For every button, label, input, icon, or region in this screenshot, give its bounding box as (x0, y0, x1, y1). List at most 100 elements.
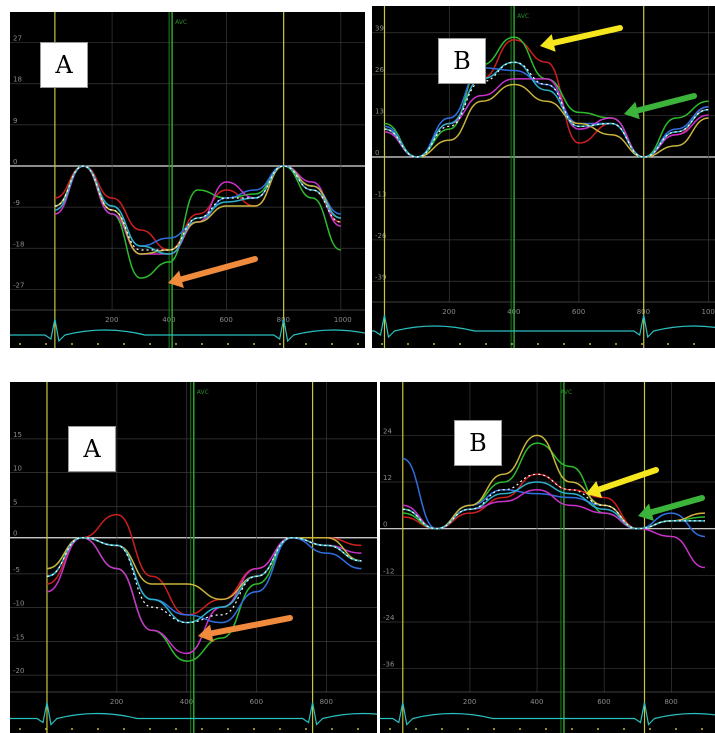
ecg-tick (149, 728, 151, 730)
y-tick-label: -39 (375, 273, 386, 281)
x-tick-label: 200 (442, 308, 455, 316)
series-line-5 (54, 165, 341, 255)
avc-label: AVC (197, 389, 209, 396)
panel-label-bottom-left: A (68, 426, 116, 472)
annotation-arrow-head (638, 503, 654, 521)
y-tick-label: -5 (13, 566, 20, 574)
y-tick-label: -18 (13, 240, 24, 248)
ecg-tick (459, 343, 461, 345)
ecg-tick (485, 343, 487, 345)
ecg-tick (597, 728, 599, 730)
ecg-tick (279, 728, 281, 730)
ecg-tick (615, 343, 617, 345)
y-tick-label: 0 (383, 521, 387, 529)
series-line-4 (46, 536, 362, 601)
ecg-tick (253, 343, 255, 345)
y-tick-label: 12 (383, 474, 392, 482)
ecg-tick (71, 728, 73, 730)
ecg-tick (71, 343, 73, 345)
ecg-tick (227, 728, 229, 730)
ecg-tick (571, 728, 573, 730)
panel-label-top-left: A (40, 42, 88, 88)
x-tick-label: 200 (110, 698, 123, 706)
annotation-arrow-shaft (634, 93, 697, 114)
ecg-tick (175, 343, 177, 345)
ecg-tick (97, 343, 99, 345)
y-tick-label: -9 (13, 199, 20, 207)
panel-label-top-right: B (438, 38, 486, 84)
y-tick-label: -24 (383, 614, 395, 622)
series-line-6 (46, 537, 362, 624)
x-tick-label: 800 (320, 698, 333, 706)
x-tick-label: 200 (105, 316, 118, 324)
ecg-tick (511, 343, 513, 345)
annotation-arrow-shaft (178, 256, 258, 283)
ecg-tick (433, 343, 435, 345)
series-line-4 (384, 83, 709, 158)
ecg-trace (10, 318, 365, 343)
y-tick-label: 0 (13, 158, 17, 166)
y-tick-label: -27 (13, 281, 24, 289)
x-tick-label: 600 (597, 698, 610, 706)
series-line-5 (402, 481, 705, 530)
avc-label: AVC (175, 19, 187, 26)
ecg-tick (305, 343, 307, 345)
annotation-arrow-head (624, 101, 640, 120)
ecg-tick (563, 343, 565, 345)
x-tick-label: 600 (572, 308, 585, 316)
y-tick-label: 0 (13, 530, 17, 538)
ecg-tick (305, 728, 307, 730)
y-tick-label: 9 (13, 117, 17, 125)
y-tick-label: -26 (375, 232, 387, 240)
ecg-tick (545, 728, 547, 730)
x-tick-label: 400 (180, 698, 193, 706)
chart-svg-bottom-right: 24 12 0 -12 -24 -36 200 400 600 800 AVC (380, 382, 715, 733)
ecg-tick (649, 728, 651, 730)
ecg-tick (675, 728, 677, 730)
ecg-tick (537, 343, 539, 345)
x-tick-label: 200 (463, 698, 476, 706)
ecg-tick (97, 728, 99, 730)
annotation-arrow-shaft (648, 495, 705, 516)
y-tick-label: -10 (13, 600, 24, 608)
ecg-tick (623, 728, 625, 730)
y-tick-label: 24 (383, 427, 392, 435)
y-tick-label: 15 (13, 431, 22, 439)
y-tick-label: 5 (13, 498, 17, 506)
x-tick-label: 600 (250, 698, 263, 706)
x-tick-label: 600 (219, 316, 232, 324)
ecg-tick (357, 343, 359, 345)
y-tick-label: -36 (383, 661, 395, 669)
y-tick-label: 13 (375, 108, 384, 116)
ecg-tick (701, 728, 703, 730)
ecg-trace (380, 702, 715, 726)
ecg-tick (227, 343, 229, 345)
ecg-tick (19, 343, 21, 345)
annotation-arrow-shaft (596, 467, 659, 493)
ecg-tick (19, 728, 21, 730)
ecg-tick (693, 343, 695, 345)
y-tick-label: -12 (383, 567, 394, 575)
series-line-0 (402, 473, 705, 530)
ecg-tick (331, 728, 333, 730)
y-tick-label: 18 (13, 76, 22, 84)
ecg-tick (45, 343, 47, 345)
y-tick-label: -15 (13, 633, 24, 641)
chart-svg-bottom-left: 15 10 5 0 -5 -10 -15 -20 200 400 600 800 AVC (10, 382, 377, 733)
ecg-tick (381, 343, 383, 345)
series-line-6 (384, 61, 709, 158)
ecg-tick (641, 343, 643, 345)
ecg-tick (175, 728, 177, 730)
ecg-tick (415, 728, 417, 730)
ecg-tick (201, 343, 203, 345)
x-tick-label: 800 (664, 698, 677, 706)
series-line-0 (46, 513, 362, 616)
y-tick-label: 0 (375, 149, 379, 157)
y-tick-label: 26 (375, 66, 384, 74)
annotation-arrow-head (168, 270, 184, 288)
y-tick-label: 10 (13, 465, 22, 473)
ecg-trace (10, 702, 377, 726)
ecg-tick (493, 728, 495, 730)
